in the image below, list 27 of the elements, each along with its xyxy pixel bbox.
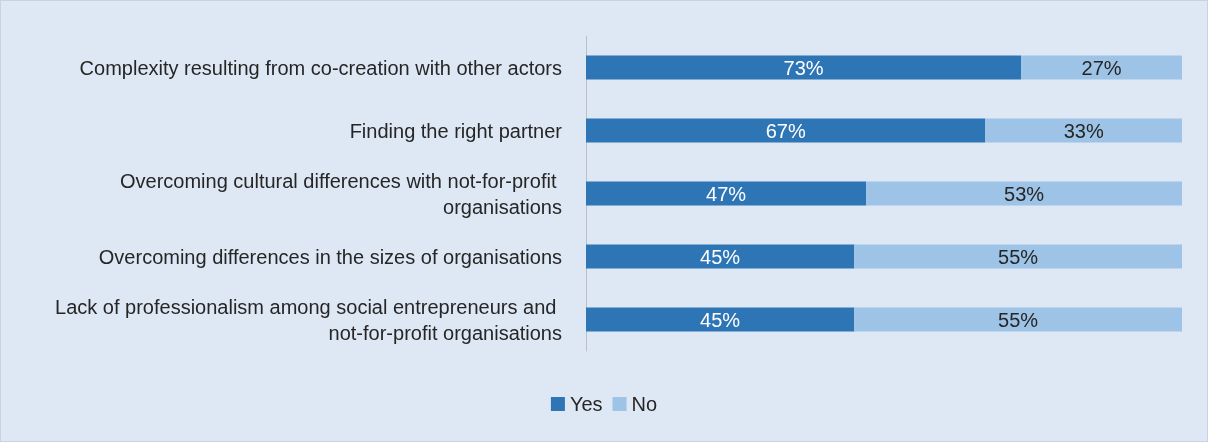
data-label: 47% (706, 182, 747, 205)
bar (985, 118, 1182, 143)
data-label: 45% (700, 245, 741, 268)
bar (866, 181, 1182, 206)
bar (586, 118, 986, 143)
y-tick-label: Lack of professionalism among social entrepreneurs and not-for-profit organisations (55, 295, 562, 344)
bar (586, 55, 1022, 80)
data-label: 45% (700, 308, 741, 331)
y-tick-label: Complexity resulting from co-creation with other actors (79, 56, 562, 79)
data-label: 33% (1063, 119, 1104, 142)
data-label: 55% (998, 245, 1039, 268)
bar (586, 181, 867, 206)
y-tick-label: Finding the right partner (349, 119, 563, 142)
bar (586, 244, 855, 269)
bar (854, 244, 1182, 269)
y-tick-label: Overcoming cultural differences with not-for-profit organisations (119, 169, 562, 218)
data-label: 27% (1081, 56, 1122, 79)
bar (854, 307, 1182, 332)
bar (1021, 55, 1182, 80)
data-label: 73% (783, 56, 824, 79)
y-tick-label: Overcoming differences in the sizes of organisations (98, 245, 562, 268)
data-label: 55% (998, 308, 1039, 331)
data-label: 67% (765, 119, 806, 142)
bar (586, 307, 855, 332)
legend-label: No (631, 393, 658, 415)
data-label: 53% (1004, 182, 1045, 205)
legend-label: Yes (569, 393, 603, 415)
